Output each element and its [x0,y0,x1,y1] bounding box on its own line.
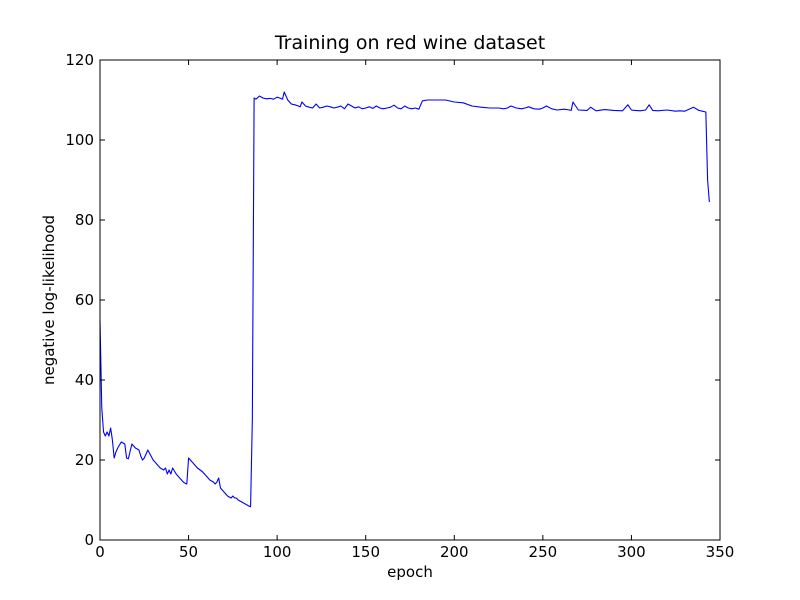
y-tick-label: 40 [75,371,94,389]
data-layer [99,91,710,508]
y-axis-ticks: 0 20 40 60 80 100 120 [65,51,720,549]
y-tick-label: 60 [75,291,94,309]
chart-title: Training on red wine dataset [274,32,545,54]
x-tick-label: 100 [263,543,292,561]
y-tick-label: 20 [75,451,94,469]
y-tick-label: 100 [65,131,94,149]
x-tick-label: 350 [706,543,735,561]
y-axis-label: negative log-likelihood [40,215,58,385]
y-tick-label: 80 [75,211,94,229]
y-tick-label: 120 [65,51,94,69]
x-tick-label: 150 [351,543,380,561]
x-tick-label: 200 [440,543,469,561]
series-line [99,91,710,508]
x-tick-label: 250 [529,543,558,561]
x-tick-label: 300 [617,543,646,561]
x-tick-label: 50 [179,543,198,561]
plot-area [100,60,720,540]
y-tick-label: 0 [84,531,94,549]
x-axis-label: epoch [387,563,433,581]
x-tick-label: 0 [95,543,105,561]
x-axis-ticks: 0 50 100 150 200 250 300 350 [95,60,734,561]
